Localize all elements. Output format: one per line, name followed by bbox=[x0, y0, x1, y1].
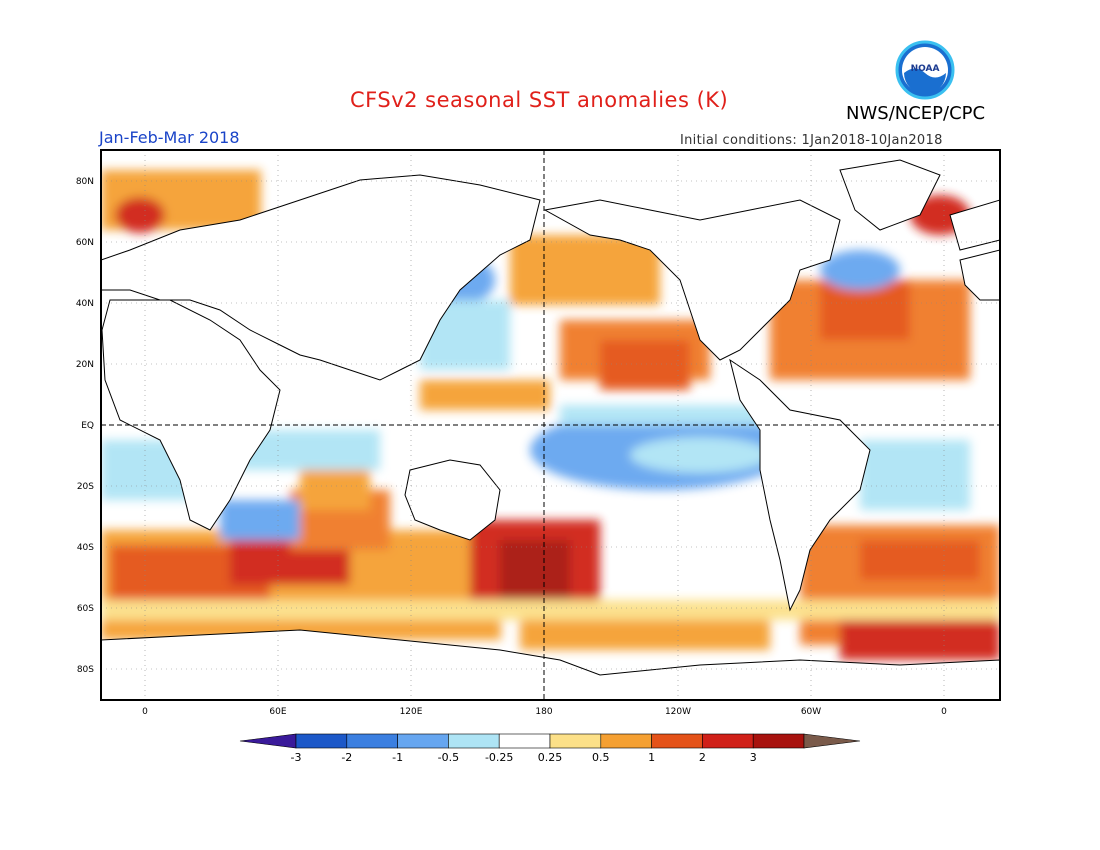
colorbar-label: 2 bbox=[699, 751, 706, 764]
map-frame bbox=[100, 149, 1001, 701]
lat-tick-label: EQ bbox=[81, 421, 94, 431]
lat-tick-label: 40S bbox=[77, 543, 94, 553]
lat-tick-label: 80N bbox=[76, 177, 94, 187]
lat-tick-label: 20N bbox=[76, 360, 94, 370]
season-label: Jan-Feb-Mar 2018 bbox=[99, 128, 240, 147]
anomaly-field bbox=[101, 150, 1000, 700]
lat-axis: 80N 60N 40N 20N EQ 20S 40S 60S 80S bbox=[76, 177, 94, 675]
lat-tick-label: 80S bbox=[77, 665, 94, 675]
colorbar-swatch bbox=[549, 733, 602, 749]
colorbar: -3 -2 -1 -0.5 -0.25 0.25 0.5 1 2 3 bbox=[239, 733, 861, 764]
agency-label: NWS/NCEP/CPC bbox=[846, 103, 986, 124]
lon-axis: 0 60E 120E 180 120W 60W 0 bbox=[142, 707, 947, 717]
lat-tick-label: 60S bbox=[77, 604, 94, 614]
lon-tick-label: 0 bbox=[941, 707, 947, 717]
colorbar-label: -3 bbox=[291, 751, 302, 764]
colorbar-swatch bbox=[752, 733, 805, 749]
lon-tick-label: 120W bbox=[665, 707, 691, 717]
colorbar-swatch bbox=[448, 733, 500, 749]
lon-tick-label: 60W bbox=[801, 707, 821, 717]
coastlines bbox=[101, 159, 1000, 700]
colorbar-swatch bbox=[295, 733, 348, 749]
colorbar-max-arrow bbox=[803, 733, 861, 749]
map-title: CFSv2 seasonal SST anomalies (K) bbox=[350, 88, 729, 112]
lon-tick-label: 180 bbox=[535, 707, 552, 717]
noaa-logo: NOAA bbox=[895, 40, 955, 100]
lat-tick-label: 40N bbox=[76, 299, 94, 309]
lat-tick-label: 20S bbox=[77, 482, 94, 492]
svg-text:NOAA: NOAA bbox=[911, 64, 940, 74]
colorbar-label: 0.5 bbox=[592, 751, 610, 764]
colorbar-label: -0.5 bbox=[438, 751, 459, 764]
colorbar-label: 0.25 bbox=[538, 751, 563, 764]
initial-conditions-label: Initial conditions: 1Jan2018-10Jan2018 bbox=[680, 133, 943, 148]
colorbar-label: 1 bbox=[648, 751, 655, 764]
lon-tick-label: 120E bbox=[400, 707, 423, 717]
colorbar-swatch bbox=[651, 733, 703, 749]
colorbar-label: -1 bbox=[392, 751, 403, 764]
colorbar-swatch bbox=[346, 733, 398, 749]
colorbar-swatch bbox=[702, 733, 754, 749]
colorbar-label: 3 bbox=[750, 751, 757, 764]
lon-tick-label: 0 bbox=[142, 707, 148, 717]
colorbar-label: -2 bbox=[341, 751, 352, 764]
lat-tick-label: 60N bbox=[76, 238, 94, 248]
colorbar-swatch bbox=[397, 733, 449, 749]
colorbar-swatch bbox=[498, 733, 551, 749]
colorbar-min-arrow bbox=[239, 733, 297, 749]
colorbar-swatch bbox=[600, 733, 652, 749]
lon-tick-label: 60E bbox=[269, 707, 286, 717]
colorbar-label: -0.25 bbox=[485, 751, 513, 764]
